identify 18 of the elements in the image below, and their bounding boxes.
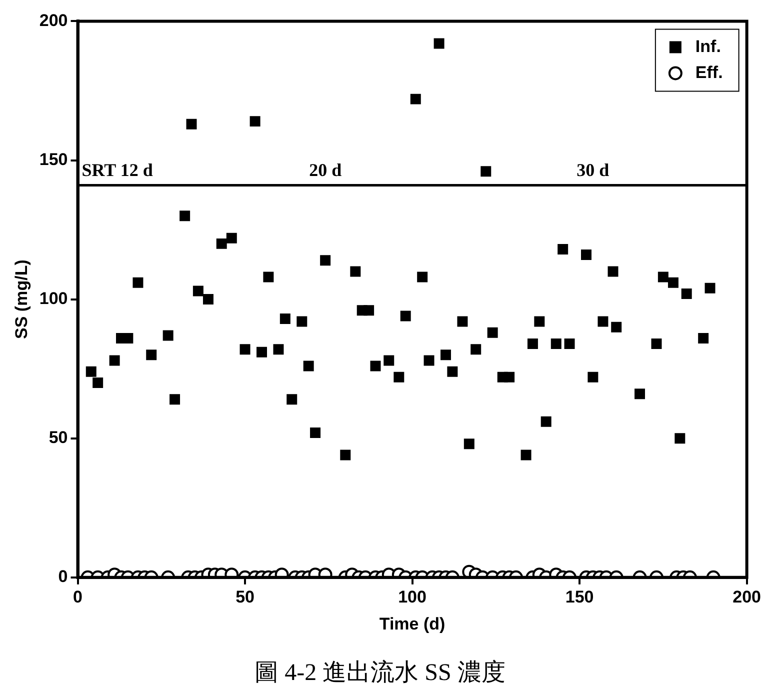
x-axis-title: Time (d) bbox=[379, 614, 446, 634]
x-tick-label: 0 bbox=[73, 587, 82, 606]
x-tick-label: 100 bbox=[398, 587, 426, 606]
x-tick-label: 200 bbox=[732, 587, 762, 606]
x-tick-label: 150 bbox=[565, 587, 594, 606]
x-tick-label: 50 bbox=[236, 587, 254, 606]
annotation: 30 d bbox=[576, 160, 610, 180]
y-tick-label: 100 bbox=[39, 288, 68, 308]
y-axis-title: SS (mg/L) bbox=[12, 260, 31, 339]
legend-label: Inf. bbox=[695, 36, 721, 56]
y-tick-label: 0 bbox=[58, 567, 68, 586]
y-tick-label: 200 bbox=[39, 10, 68, 30]
y-tick-label: 150 bbox=[39, 150, 68, 169]
annotation: 20 d bbox=[309, 160, 342, 180]
text: 圖 4-2 進出流水 SS 濃度 bbox=[254, 658, 506, 686]
annotation: SRT 12 d bbox=[82, 160, 153, 180]
y-tick-label: 50 bbox=[48, 428, 68, 448]
legend-label: Eff. bbox=[695, 62, 723, 82]
